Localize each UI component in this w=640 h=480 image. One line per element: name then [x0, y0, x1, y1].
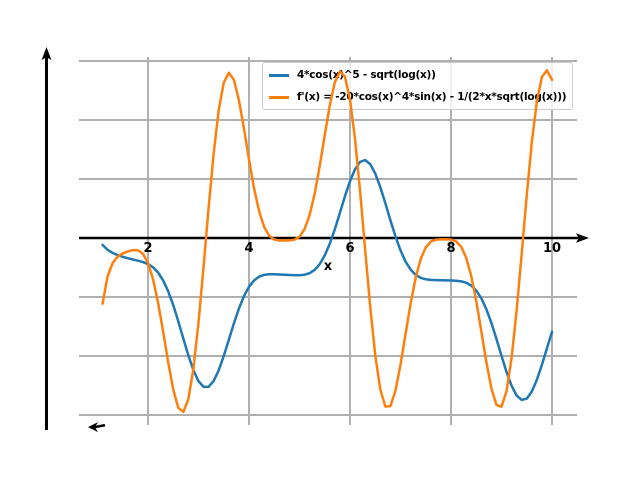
legend-entry: f'(x) = -20*cos(x)^4*sin(x) - 1/(2*x*sqr… — [269, 86, 567, 108]
x-tick-label: 8 — [446, 241, 456, 256]
legend-line-swatch-blue-icon — [269, 73, 289, 77]
legend-label-f: 4*cos(x)^5 - sqrt(log(x)) — [297, 69, 436, 81]
legend-entry: 4*cos(x)^5 - sqrt(log(x)) — [269, 64, 566, 86]
legend: 4*cos(x)^5 - sqrt(log(x)) f'(x) = -20*co… — [262, 62, 574, 110]
x-tick-label: 2 — [143, 241, 153, 256]
stray-marker-tail — [94, 423, 106, 429]
x-tick-label: 10 — [542, 241, 562, 256]
x-tick-label: 4 — [244, 241, 254, 256]
legend-line-swatch-orange-icon — [269, 95, 289, 99]
legend-label-f-prime: f'(x) = -20*cos(x)^4*sin(x) - 1/(2*x*sqr… — [297, 91, 567, 103]
stray-left-arrow-marker-icon — [87, 422, 98, 433]
x-axis-label: x — [323, 259, 333, 274]
x-axis-arrow-icon — [576, 233, 589, 243]
y-axis-arrow-icon — [41, 47, 52, 60]
x-tick-label: 6 — [345, 241, 355, 256]
